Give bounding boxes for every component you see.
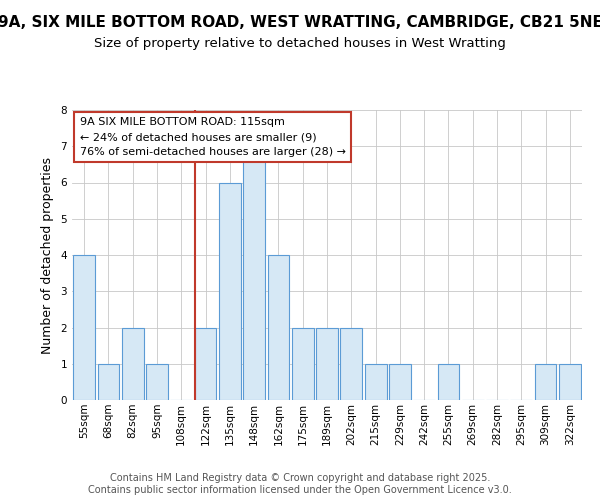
Bar — [122, 328, 143, 400]
Bar — [535, 364, 556, 400]
Text: Contains HM Land Registry data © Crown copyright and database right 2025.
Contai: Contains HM Land Registry data © Crown c… — [88, 474, 512, 495]
Bar — [97, 364, 119, 400]
Bar — [365, 364, 386, 400]
Bar — [389, 364, 411, 400]
Bar — [340, 328, 362, 400]
Text: Size of property relative to detached houses in West Wratting: Size of property relative to detached ho… — [94, 38, 506, 51]
Y-axis label: Number of detached properties: Number of detached properties — [41, 156, 53, 354]
Bar — [292, 328, 314, 400]
Bar — [268, 255, 289, 400]
Bar — [219, 182, 241, 400]
Bar — [559, 364, 581, 400]
Bar — [146, 364, 168, 400]
Bar — [194, 328, 217, 400]
Text: 9A, SIX MILE BOTTOM ROAD, WEST WRATTING, CAMBRIDGE, CB21 5NE: 9A, SIX MILE BOTTOM ROAD, WEST WRATTING,… — [0, 15, 600, 30]
Text: 9A SIX MILE BOTTOM ROAD: 115sqm
← 24% of detached houses are smaller (9)
76% of : 9A SIX MILE BOTTOM ROAD: 115sqm ← 24% of… — [80, 117, 346, 157]
Bar — [316, 328, 338, 400]
Bar — [437, 364, 460, 400]
Bar — [73, 255, 95, 400]
Bar — [243, 146, 265, 400]
